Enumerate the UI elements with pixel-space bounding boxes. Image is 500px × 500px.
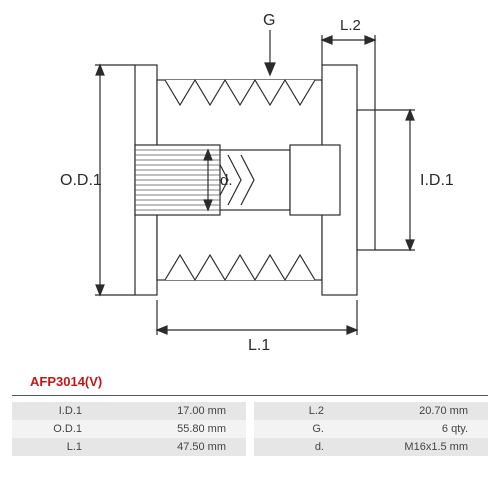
spec-label: d. bbox=[254, 441, 336, 453]
spec-row: L.2 20.70 mm bbox=[254, 402, 488, 420]
spec-label: L.2 bbox=[254, 405, 336, 417]
spec-label: I.D.1 bbox=[12, 405, 94, 417]
diagram-area: O.D.1 I.D.1 d. L.1 L.2 G bbox=[0, 0, 500, 370]
spec-value: 47.50 mm bbox=[94, 441, 246, 453]
spec-value: 17.00 mm bbox=[94, 405, 246, 417]
spec-row: G. 6 qty. bbox=[254, 420, 488, 438]
spec-col-right: L.2 20.70 mm G. 6 qty. d. M16x1.5 mm bbox=[254, 402, 488, 456]
label-od1: O.D.1 bbox=[60, 172, 102, 189]
spec-row: O.D.1 55.80 mm bbox=[12, 420, 246, 438]
spec-label: G. bbox=[254, 423, 336, 435]
spec-label: L.1 bbox=[12, 441, 94, 453]
spec-row: I.D.1 17.00 mm bbox=[12, 402, 246, 420]
spec-row: L.1 47.50 mm bbox=[12, 438, 246, 456]
label-d: d. bbox=[220, 172, 233, 189]
spec-row: d. M16x1.5 mm bbox=[254, 438, 488, 456]
label-l1: L.1 bbox=[248, 337, 270, 354]
spec-value: 55.80 mm bbox=[94, 423, 246, 435]
spec-label: O.D.1 bbox=[12, 423, 94, 435]
label-id1: I.D.1 bbox=[420, 172, 454, 189]
spec-value: M16x1.5 mm bbox=[336, 441, 488, 453]
spec-col-left: I.D.1 17.00 mm O.D.1 55.80 mm L.1 47.50 … bbox=[12, 402, 246, 456]
label-g: G bbox=[263, 12, 275, 29]
label-l2: L.2 bbox=[340, 17, 361, 34]
spec-table: I.D.1 17.00 mm O.D.1 55.80 mm L.1 47.50 … bbox=[12, 402, 488, 456]
part-number: AFP3014(V) bbox=[12, 370, 488, 396]
spec-value: 20.70 mm bbox=[336, 405, 488, 417]
spec-value: 6 qty. bbox=[336, 423, 488, 435]
